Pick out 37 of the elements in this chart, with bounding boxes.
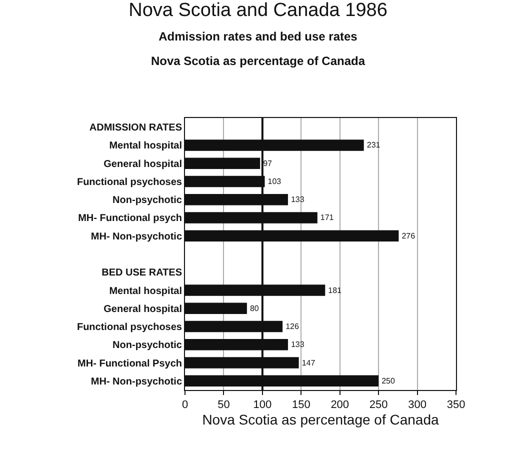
data-label: 103 bbox=[268, 176, 282, 186]
data-label: 147 bbox=[302, 358, 316, 368]
x-tick-label: 0 bbox=[182, 399, 188, 412]
data-label: 126 bbox=[286, 322, 300, 332]
data-label: 133 bbox=[290, 340, 305, 350]
y-tick-label: Non-psychotic bbox=[112, 195, 182, 206]
y-tick-label: Non-psychotic bbox=[112, 340, 182, 352]
x-tick-label: 200 bbox=[330, 399, 350, 412]
y-tick-label: Mental hospital bbox=[109, 286, 182, 297]
chart-subtitle: Admission rates and bed use rates Nova Scotia as percentage of Canada bbox=[150, 30, 366, 68]
y-tick-label: BED USE RATES bbox=[102, 268, 182, 279]
y-tick-label: MH- Functional psych bbox=[78, 213, 182, 224]
data-label: 181 bbox=[328, 286, 342, 295]
x-tick-label: 300 bbox=[408, 399, 426, 412]
y-tick-label: General hospital bbox=[104, 158, 182, 170]
y-tick-label: MH- Non-psychotic bbox=[90, 231, 182, 242]
y-tick-label: ADMISSION RATES bbox=[89, 122, 182, 134]
x-tick-label: 150 bbox=[292, 399, 310, 412]
data-label: 80 bbox=[250, 304, 260, 313]
data-label: 97 bbox=[263, 158, 273, 168]
y-tick-label: MH- Non-psychotic bbox=[90, 376, 182, 388]
y-tick-label: Functional psychoses bbox=[76, 176, 182, 188]
data-label: 231 bbox=[366, 140, 381, 150]
x-tick-label: 350 bbox=[446, 399, 466, 412]
x-tick-label: 250 bbox=[369, 399, 388, 412]
data-label: 276 bbox=[402, 231, 416, 240]
y-tick-label: Mental hospital bbox=[109, 140, 182, 152]
chart-title: Nova Scotia and Canada 1986 bbox=[128, 0, 388, 21]
y-tick-label: MH- Functional Psych bbox=[78, 358, 182, 370]
x-axis-title: Nova Scotia as percentage of Canada bbox=[202, 412, 440, 428]
x-tick-label: 50 bbox=[218, 399, 230, 412]
y-tick-label: Functional psychoses bbox=[76, 322, 182, 334]
data-label: 250 bbox=[382, 376, 396, 386]
x-tick-label: 100 bbox=[253, 399, 272, 412]
data-label: 133 bbox=[290, 195, 305, 204]
data-label: 171 bbox=[320, 213, 334, 222]
y-tick-label: General hospital bbox=[104, 304, 182, 315]
